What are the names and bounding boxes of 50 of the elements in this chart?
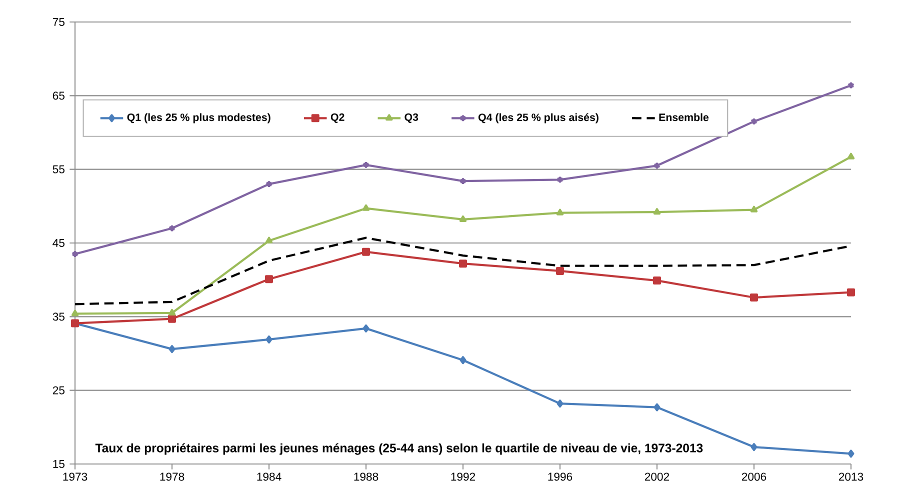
- x-tick-label: 2006: [742, 472, 766, 481]
- point: [265, 275, 274, 284]
- point: [458, 260, 468, 268]
- x-tick-label: 1978: [160, 472, 184, 481]
- point: [459, 215, 467, 222]
- point: [362, 248, 370, 256]
- point: [750, 294, 758, 302]
- text: Taux de propriétaires parmi les jeunes ménages (25-44 ans) selon le quartile de niveau de vie, 1973-2013: [95, 443, 703, 455]
- point: [654, 403, 660, 412]
- point: [168, 345, 176, 354]
- point: [846, 288, 855, 296]
- x-tick-label: 1992: [451, 472, 476, 481]
- y-tick-label: 45: [52, 239, 64, 247]
- point: [265, 236, 273, 244]
- point: [556, 400, 564, 408]
- point: [652, 276, 662, 285]
- point: [750, 206, 758, 212]
- point: [266, 335, 272, 344]
- point: [168, 224, 176, 232]
- y-tick-label: 15: [53, 460, 64, 468]
- y-tick-label: 65: [52, 92, 64, 100]
- point: [750, 443, 758, 452]
- x-tick-label: 1996: [548, 472, 572, 481]
- x-tick-label: 1984: [257, 472, 282, 481]
- point: [556, 176, 564, 184]
- x-tick-label: 1973: [63, 472, 88, 481]
- legend-label: Q4 (les 25 % plus aisés): [478, 113, 598, 124]
- point: [362, 324, 370, 332]
- point: [71, 310, 79, 316]
- x-tick-label: 2002: [644, 472, 670, 481]
- legend-label: Q1 (les 25 % plus modestes): [127, 113, 270, 124]
- y-tick-label: 55: [52, 165, 64, 174]
- x-tick-label: 1988: [354, 472, 378, 481]
- point: [362, 204, 370, 211]
- point: [653, 208, 661, 215]
- point: [556, 266, 564, 275]
- point: [847, 152, 855, 160]
- point: [653, 162, 661, 170]
- point: [168, 308, 176, 316]
- legend-label: Ensemble: [659, 113, 709, 122]
- y-tick-label: 75: [52, 18, 64, 26]
- point: [460, 356, 466, 364]
- y-tick-label: 25: [52, 386, 64, 394]
- point: [556, 208, 564, 216]
- legend-label: Q2: [330, 113, 344, 123]
- legend-label: Q3: [404, 113, 418, 123]
- point: [848, 450, 854, 458]
- y-tick-label: 35: [52, 312, 64, 321]
- point: [168, 314, 176, 323]
- x-tick-label: 2013: [838, 472, 864, 481]
